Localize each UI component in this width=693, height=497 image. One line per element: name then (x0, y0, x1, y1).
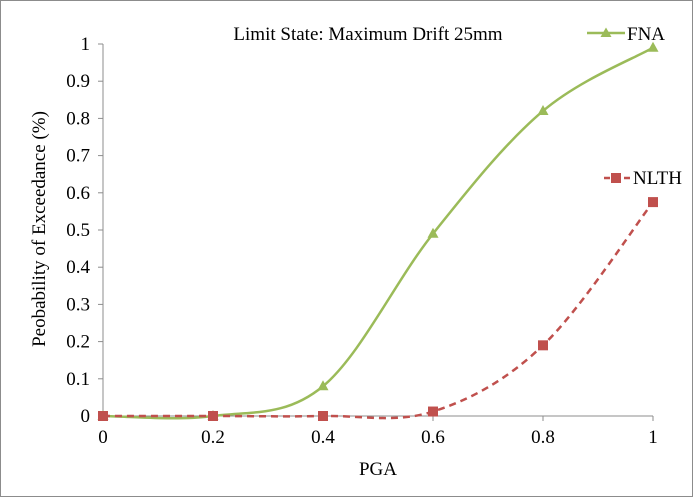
x-tick-label: 0.8 (531, 427, 555, 448)
x-axis-title: PGA (359, 459, 397, 480)
legend-nlth: NLTH (604, 168, 682, 189)
fna-series-line (102, 46, 654, 420)
y-tick-label: 0.2 (66, 332, 90, 353)
fna-point (427, 227, 439, 238)
y-tick-label: 0.8 (66, 108, 90, 129)
nlth-series-line (102, 201, 654, 420)
series-layer (97, 41, 659, 421)
nlth-point (648, 197, 658, 208)
legend-fna: FNA (587, 24, 665, 45)
y-tick-label: 0.4 (66, 257, 90, 278)
x-tick-label: 0.4 (311, 427, 335, 448)
y-axis: 0 0.1 0.2 0.3 0.4 0.5 0.6 0.7 0.8 0.9 1 (66, 34, 104, 427)
y-tick-label: 1 (81, 34, 91, 55)
nlth-point (538, 340, 548, 351)
fna-point (537, 104, 549, 115)
legend-fna-label: FNA (627, 24, 665, 45)
y-tick-label: 0 (81, 406, 91, 427)
fna-point (647, 41, 659, 52)
legend-nlth-marker (611, 173, 621, 183)
y-axis-title: Peobability of Exceedance (%) (29, 111, 50, 347)
fna-point (317, 380, 329, 391)
y-tick-label: 0.5 (66, 220, 90, 241)
chart-title: Limit State: Maximum Drift 25mm (233, 24, 502, 45)
nlth-point (318, 411, 328, 421)
y-tick-label: 0.7 (66, 146, 90, 167)
x-tick-label: 0 (98, 427, 108, 448)
x-tick-label: 0.6 (421, 427, 445, 448)
legend-nlth-label: NLTH (633, 168, 682, 189)
legend-fna-marker (600, 27, 612, 37)
y-tick-label: 0.3 (66, 294, 90, 315)
nlth-point (428, 406, 438, 417)
nlth-point (208, 411, 218, 421)
y-tick-label: 0.1 (66, 369, 90, 390)
y-tick-label: 0.6 (66, 183, 90, 204)
nlth-point (98, 411, 108, 421)
x-axis: 0 0.2 0.4 0.6 0.8 1 (98, 415, 658, 448)
y-tick-label: 0.9 (66, 71, 90, 92)
x-tick-label: 1 (648, 427, 658, 448)
x-tick-label: 0.2 (201, 427, 225, 448)
